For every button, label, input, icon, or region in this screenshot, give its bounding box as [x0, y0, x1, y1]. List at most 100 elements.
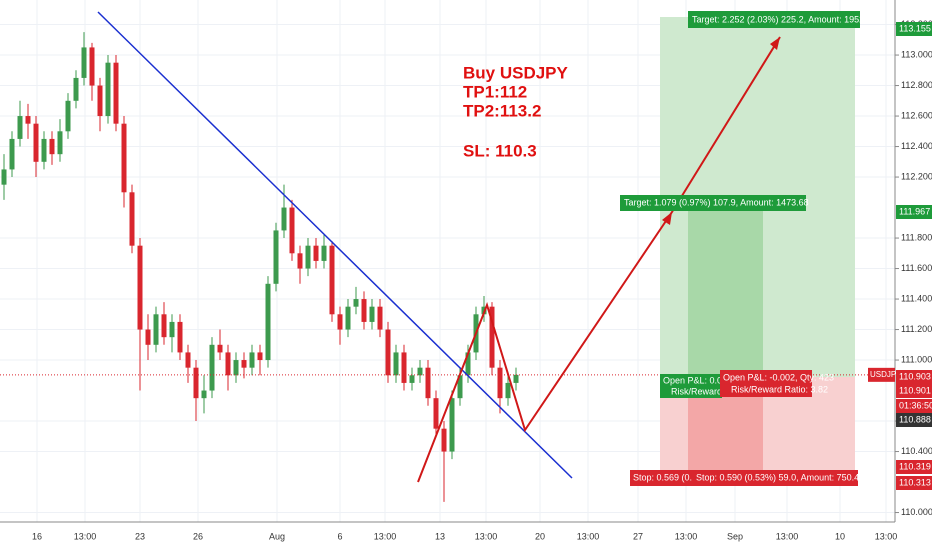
x-tick-label: 10	[835, 531, 845, 541]
x-tick-label: 26	[193, 531, 203, 541]
x-tick-label: 13:00	[74, 531, 97, 541]
y-tick-label: 110.400	[901, 446, 932, 456]
candle-body	[201, 390, 207, 399]
y-tick-label: 112.800	[901, 80, 932, 90]
price-badge	[896, 370, 932, 384]
y-tick-label: 110.000	[901, 507, 932, 517]
candle-body	[169, 321, 175, 338]
candle-body	[145, 329, 151, 345]
candle-body	[177, 321, 183, 353]
x-tick-label: Aug	[269, 531, 285, 541]
price-badge	[896, 384, 932, 398]
x-tick-label: 13:00	[675, 531, 698, 541]
rr-label: Risk/Reward	[671, 386, 722, 396]
y-tick-label: 111.800	[901, 232, 932, 242]
candle-body	[281, 207, 287, 231]
candle-body	[209, 344, 215, 391]
candle-body	[417, 367, 423, 376]
x-tick-label: Sep	[727, 531, 743, 541]
candle-body	[345, 306, 351, 330]
candle-body	[449, 398, 455, 452]
y-tick-label: 111.600	[901, 263, 932, 273]
candle-body	[81, 47, 87, 78]
price-badge-label: 110.313	[899, 477, 931, 487]
candle-body	[9, 138, 15, 170]
price-badge	[896, 399, 932, 413]
price-badge-label: 110.901	[899, 385, 931, 395]
x-tick-label: 27	[633, 531, 643, 541]
candle-body	[161, 314, 167, 338]
candle-body	[441, 428, 447, 452]
candle-body	[41, 138, 47, 162]
price-badge	[896, 476, 932, 490]
profit-zone-fill	[688, 200, 763, 377]
candle-body	[489, 306, 495, 368]
y-tick-label: 111.000	[901, 354, 932, 364]
rr-label: Risk/Reward Ratio: 3.82	[731, 384, 828, 394]
price-badge	[896, 22, 932, 36]
annotation: SL: 110.3	[463, 141, 537, 160]
candle-body	[289, 207, 295, 254]
axes: 113.200113.000112.800112.600112.400112.2…	[32, 19, 932, 541]
x-tick-label: 13	[435, 531, 445, 541]
label-box	[720, 370, 812, 397]
candle-body	[57, 131, 63, 155]
y-tick-label: 112.600	[901, 110, 932, 120]
candle-body	[89, 47, 95, 86]
candle-body	[425, 367, 431, 399]
y-tick-label: 112.400	[901, 141, 932, 151]
x-tick-label: 13:00	[776, 531, 799, 541]
label-box	[688, 11, 860, 28]
arrow-head	[662, 212, 672, 225]
x-tick-label: 16	[32, 531, 42, 541]
annotation: TP2:113.2	[463, 101, 541, 120]
target-label: Target: 2.252 (2.03%) 225.2, Amount: 195…	[692, 14, 872, 24]
stop-label: Stop: 0.569 (0.5	[633, 472, 697, 482]
annotation: TP1:112	[463, 82, 527, 101]
label-box	[660, 374, 722, 398]
label-box	[630, 470, 694, 486]
candle-body	[129, 192, 135, 246]
y-tick-label: 112.200	[901, 171, 932, 181]
candle-body	[33, 123, 39, 162]
price-badge	[896, 413, 932, 427]
arrow-head	[770, 37, 780, 50]
pl-label: Open P&L: -0.002, Qty: 423	[723, 372, 834, 382]
candle-body	[433, 398, 439, 429]
label-box	[692, 470, 858, 486]
candle-body	[321, 245, 327, 261]
candle-body	[513, 374, 519, 383]
candle-body	[257, 352, 263, 361]
x-tick-label: 13:00	[875, 531, 898, 541]
x-tick-label: 13:00	[475, 531, 498, 541]
candle-body	[305, 245, 311, 269]
candle-body	[393, 352, 399, 376]
candle-body	[273, 230, 279, 284]
candle-body	[297, 253, 303, 269]
symbol-label: USDJPY	[870, 370, 902, 379]
candle-body	[457, 375, 463, 399]
price-badge-label: 110.319	[899, 461, 931, 471]
candle-body	[249, 352, 255, 368]
projection-arrow	[417, 36, 781, 483]
candle-body	[497, 367, 503, 399]
symbol-badge	[868, 367, 895, 382]
candle-body	[193, 367, 199, 399]
candle-body	[505, 382, 511, 399]
price-badge-label: 113.155	[899, 23, 931, 33]
candle-body	[25, 116, 31, 124]
candle-body	[377, 306, 383, 330]
candle-body	[185, 352, 191, 368]
price-badge-label: 111.967	[899, 206, 930, 216]
x-tick-label: 20	[535, 531, 545, 541]
label-box	[620, 195, 806, 211]
candle-body	[17, 116, 23, 139]
candle-body	[113, 62, 119, 124]
target-label: Target: 1.079 (0.97%) 107.9, Amount: 147…	[624, 197, 809, 207]
trend-line	[97, 11, 573, 479]
candle-body	[137, 245, 143, 330]
candle-body	[233, 360, 239, 376]
candle-body	[409, 375, 415, 383]
price-badge-label: 110.903	[899, 371, 931, 381]
